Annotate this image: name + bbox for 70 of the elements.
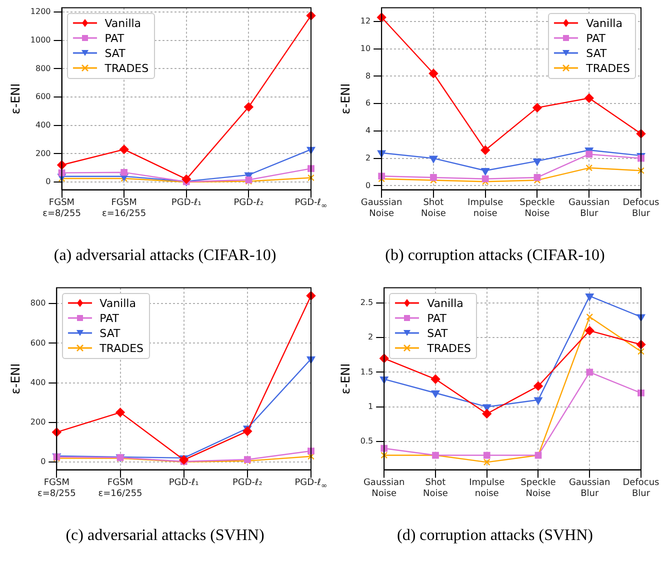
x-tick-label: PGD-ℓ$_{∞}$ — [294, 198, 328, 211]
legend-label: SAT — [104, 46, 126, 60]
y-tick-label: 600 — [35, 92, 51, 102]
x-tick-label: Impulse noise — [468, 198, 504, 219]
x-tick-label: FGSM ε=16/255 — [101, 198, 148, 220]
legend-label: Vanilla — [586, 16, 622, 30]
legend-label: PAT — [100, 312, 119, 325]
x-tick-label: Gaussian Blur — [568, 198, 610, 219]
y-tick-label: 1 — [368, 402, 374, 411]
legend-label: Vanilla — [427, 296, 464, 310]
x-tick-label: Shot Noise — [423, 478, 448, 499]
y-tick-label: 600 — [30, 338, 46, 348]
y-tick-label: 4 — [365, 126, 371, 136]
legend-label: SAT — [100, 326, 120, 340]
y-tick-label: 2.5 — [360, 298, 374, 308]
y-tick-label: 400 — [30, 378, 46, 387]
x-tick-label: Gaussian Noise — [360, 198, 404, 220]
x-tick-label: Defocus Blur — [622, 478, 660, 499]
y-tick-label: 10 — [360, 44, 371, 53]
y-tick-label: 2 — [368, 332, 374, 342]
y-tick-label: 200 — [35, 148, 51, 158]
y-tick-label: 12 — [360, 16, 371, 26]
x-tick-label: Gaussian Noise — [362, 478, 406, 500]
y-tick-label: 1000 — [30, 35, 51, 44]
y-tick-label: 8 — [365, 71, 371, 80]
x-tick-label: Gaussian Blur — [568, 478, 610, 499]
x-tick-label: PGD-ℓ₂ — [231, 478, 264, 489]
legend-label: SAT — [427, 326, 448, 340]
x-tick-label: FGSM ε=8/255 — [42, 198, 82, 220]
x-tick-label: Speckle Noise — [520, 478, 556, 499]
x-tick-label: Defocus Blur — [622, 198, 660, 219]
text: (a) adversarial attacks (CIFAR-10) — [54, 247, 276, 265]
y-tick-label: 800 — [30, 298, 46, 308]
legend-label: TRADES — [104, 62, 149, 75]
y-axis-title: ε-ENI — [8, 83, 22, 114]
y-axis-title: ε-ENI — [338, 363, 352, 394]
y-tick-label: 0 — [40, 456, 46, 466]
x-tick-label: PGD-ℓ₂ — [232, 198, 265, 209]
legend-label: TRADES — [100, 342, 144, 355]
y-axis-title: ε-ENI — [8, 363, 22, 394]
x-tick-label: Speckle Noise — [520, 198, 555, 219]
y-tick-label: 0 — [365, 180, 371, 190]
legend-label: PAT — [586, 32, 606, 45]
y-tick-label: 6 — [365, 98, 371, 108]
text: (c) adversarial attacks (SVHN) — [66, 527, 264, 545]
x-tick-label: PGD-ℓ₁ — [170, 198, 202, 209]
text: (d) corruption attacks (SVHN) — [397, 527, 593, 545]
y-tick-label: 200 — [30, 417, 46, 426]
y-tick-label: 0.5 — [360, 436, 374, 446]
y-tick-label: 800 — [35, 64, 51, 73]
legend-label: TRADES — [427, 342, 471, 355]
text: (b) corruption attacks (CIFAR-10) — [385, 247, 605, 265]
y-tick-label: 2 — [365, 153, 371, 162]
x-tick-label: FGSM ε=8/255 — [36, 478, 77, 500]
legend-label: Vanilla — [104, 16, 142, 30]
legend-label: TRADES — [586, 62, 630, 75]
y-tick-label: 1200 — [30, 7, 51, 16]
legend-label: PAT — [427, 312, 446, 325]
legend-label: Vanilla — [100, 296, 136, 310]
x-tick-label: PGD-ℓ₁ — [168, 478, 200, 489]
y-tick-label: 0 — [46, 177, 51, 186]
y-tick-label: 400 — [35, 120, 51, 130]
x-tick-label: Impulse noise — [469, 478, 505, 499]
legend-label: SAT — [586, 46, 607, 60]
legend-label: PAT — [104, 32, 124, 45]
x-tick-label: Shot Noise — [420, 198, 446, 219]
y-axis-title: ε-ENI — [338, 83, 352, 114]
x-tick-label: PGD-ℓ$_{∞}$ — [294, 478, 328, 491]
y-tick-label: 1.5 — [360, 367, 374, 376]
x-tick-label: FGSM ε=16/255 — [97, 478, 144, 500]
